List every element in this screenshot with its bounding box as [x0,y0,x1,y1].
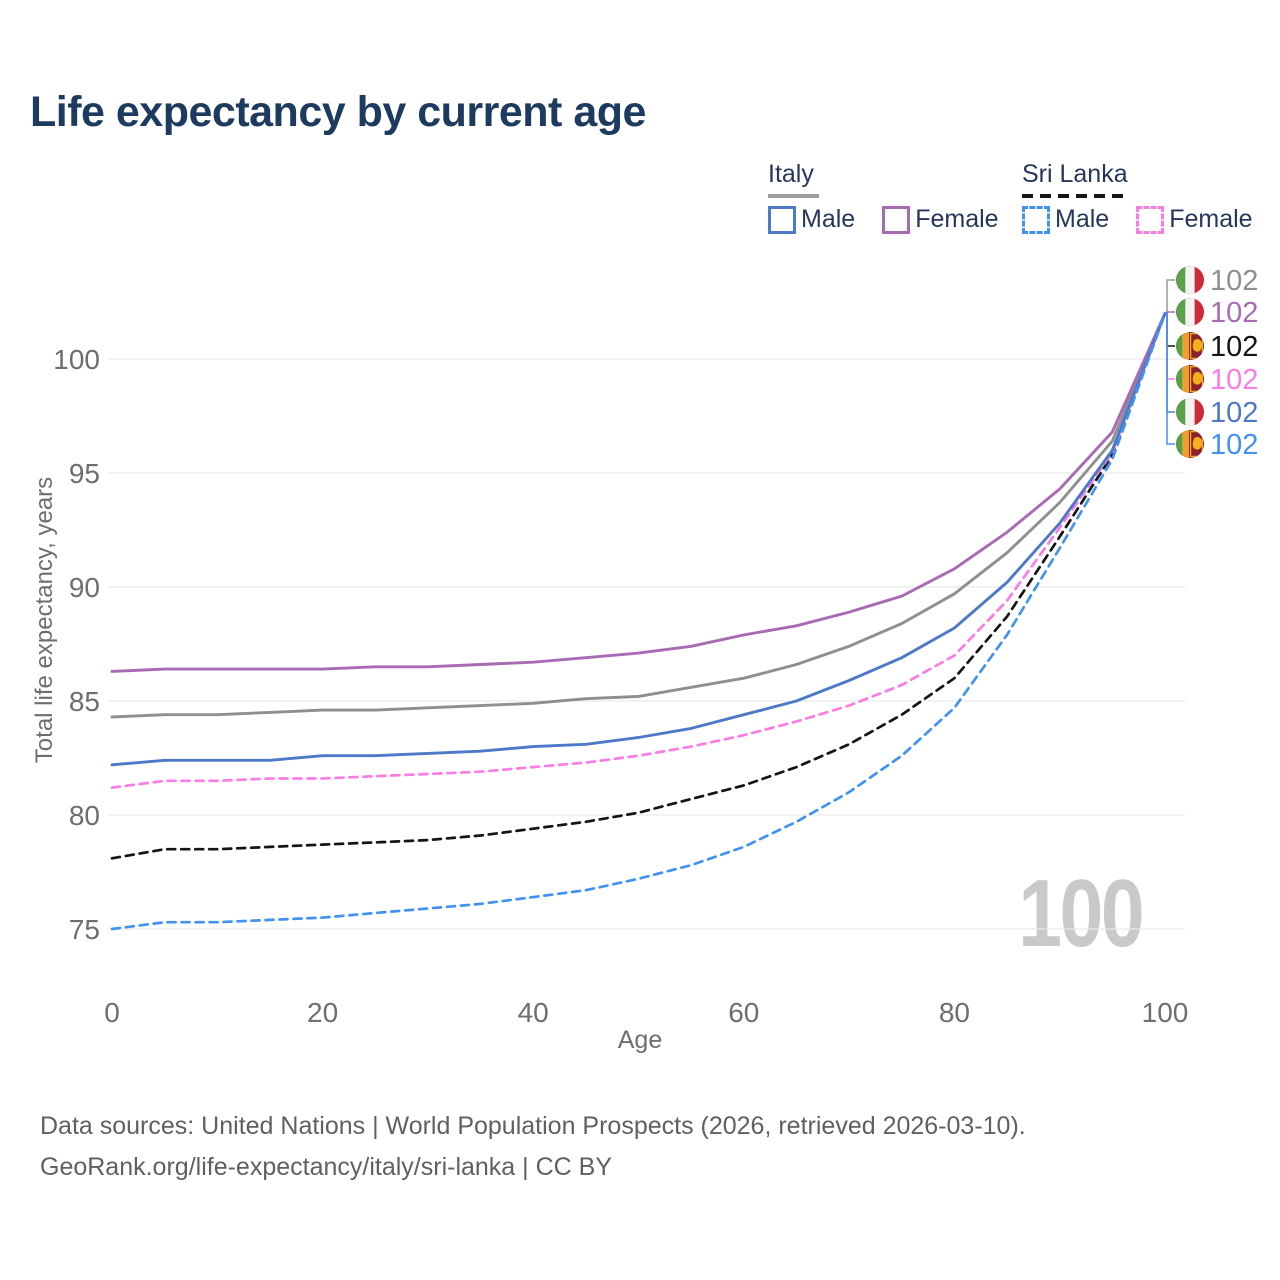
y-tick-label: 95 [69,458,100,489]
y-tick-label: 100 [53,344,100,375]
series-line-sri-lanka-female[interactable] [110,312,1167,789]
x-tick-label: 80 [939,997,970,1028]
footer-attribution-line: GeoRank.org/life-expectancy/italy/sri-la… [40,1153,612,1181]
sri-lanka-flag-icon [1175,429,1205,459]
sri-lanka-flag-icon [1175,331,1205,361]
series-line-italy-male[interactable] [110,311,1167,767]
sri-lanka-flag-icon [1175,364,1205,394]
sri-lanka-male-swatch [1022,205,1050,234]
x-tick-label: 20 [307,997,338,1028]
x-tick-label: 60 [728,997,759,1028]
italy-flag-icon [1175,265,1205,295]
y-tick-label: 90 [69,572,100,603]
end-label-value-sri-lanka-female: 102 [1210,364,1258,396]
legend-item-sri-lanka-female[interactable]: Female [1136,205,1253,234]
series-line-italy-all[interactable] [110,311,1167,719]
legend-item-label: Male [801,205,856,233]
x-tick-label: 0 [104,997,120,1028]
end-label-value-italy-all: 102 [1210,265,1258,297]
y-tick-label: 75 [69,914,100,945]
legend-item-sri-lanka-male[interactable]: Male [1022,205,1109,234]
legend-group-sri-lanka[interactable]: Sri Lanka [1022,160,1128,188]
x-tick-label: 100 [1142,997,1189,1028]
end-label-value-italy-male: 102 [1210,397,1258,429]
legend-item-label: Female [1169,205,1253,233]
end-label-value-sri-lanka-all: 102 [1210,331,1258,363]
y-tick-label: 80 [69,800,100,831]
legend-items-italy: Male Female [768,205,999,234]
end-label-value-italy-female: 102 [1210,297,1258,329]
italy-line-sample [768,194,819,198]
leader-line-sri-lanka-male [1165,312,1175,445]
legend-item-label: Male [1055,205,1110,233]
y-tick-label: 85 [69,686,100,717]
italy-flag-icon [1175,397,1205,427]
footer: Data sources: United Nations | World Pop… [40,1106,1026,1188]
end-label-value-sri-lanka-male: 102 [1210,429,1258,461]
legend-item-italy-female[interactable]: Female [882,205,999,234]
legend-item-italy-male[interactable]: Male [768,205,855,234]
x-tick-label: 40 [518,997,549,1028]
series-line-sri-lanka-male[interactable] [110,312,1167,931]
age-watermark: 100 [1018,860,1144,967]
x-axis-label: Age [617,1026,663,1054]
sri-lanka-line-sample [1022,194,1126,198]
italy-female-swatch [882,205,911,234]
legend-group-italy[interactable]: Italy [768,160,814,188]
italy-male-swatch [768,205,796,234]
page-title: Life expectancy by current age [30,88,646,136]
series-line-italy-female[interactable] [110,311,1167,673]
legend-items-sri-lanka: Male Female [1022,205,1253,234]
footer-sources-line: Data sources: United Nations | World Pop… [40,1112,1026,1140]
leader-line-italy-all [1165,279,1175,315]
legend-item-label: Female [915,205,999,233]
series-line-sri-lanka-all[interactable] [110,312,1167,860]
sri-lanka-female-swatch [1136,205,1165,234]
italy-flag-icon [1175,297,1205,327]
